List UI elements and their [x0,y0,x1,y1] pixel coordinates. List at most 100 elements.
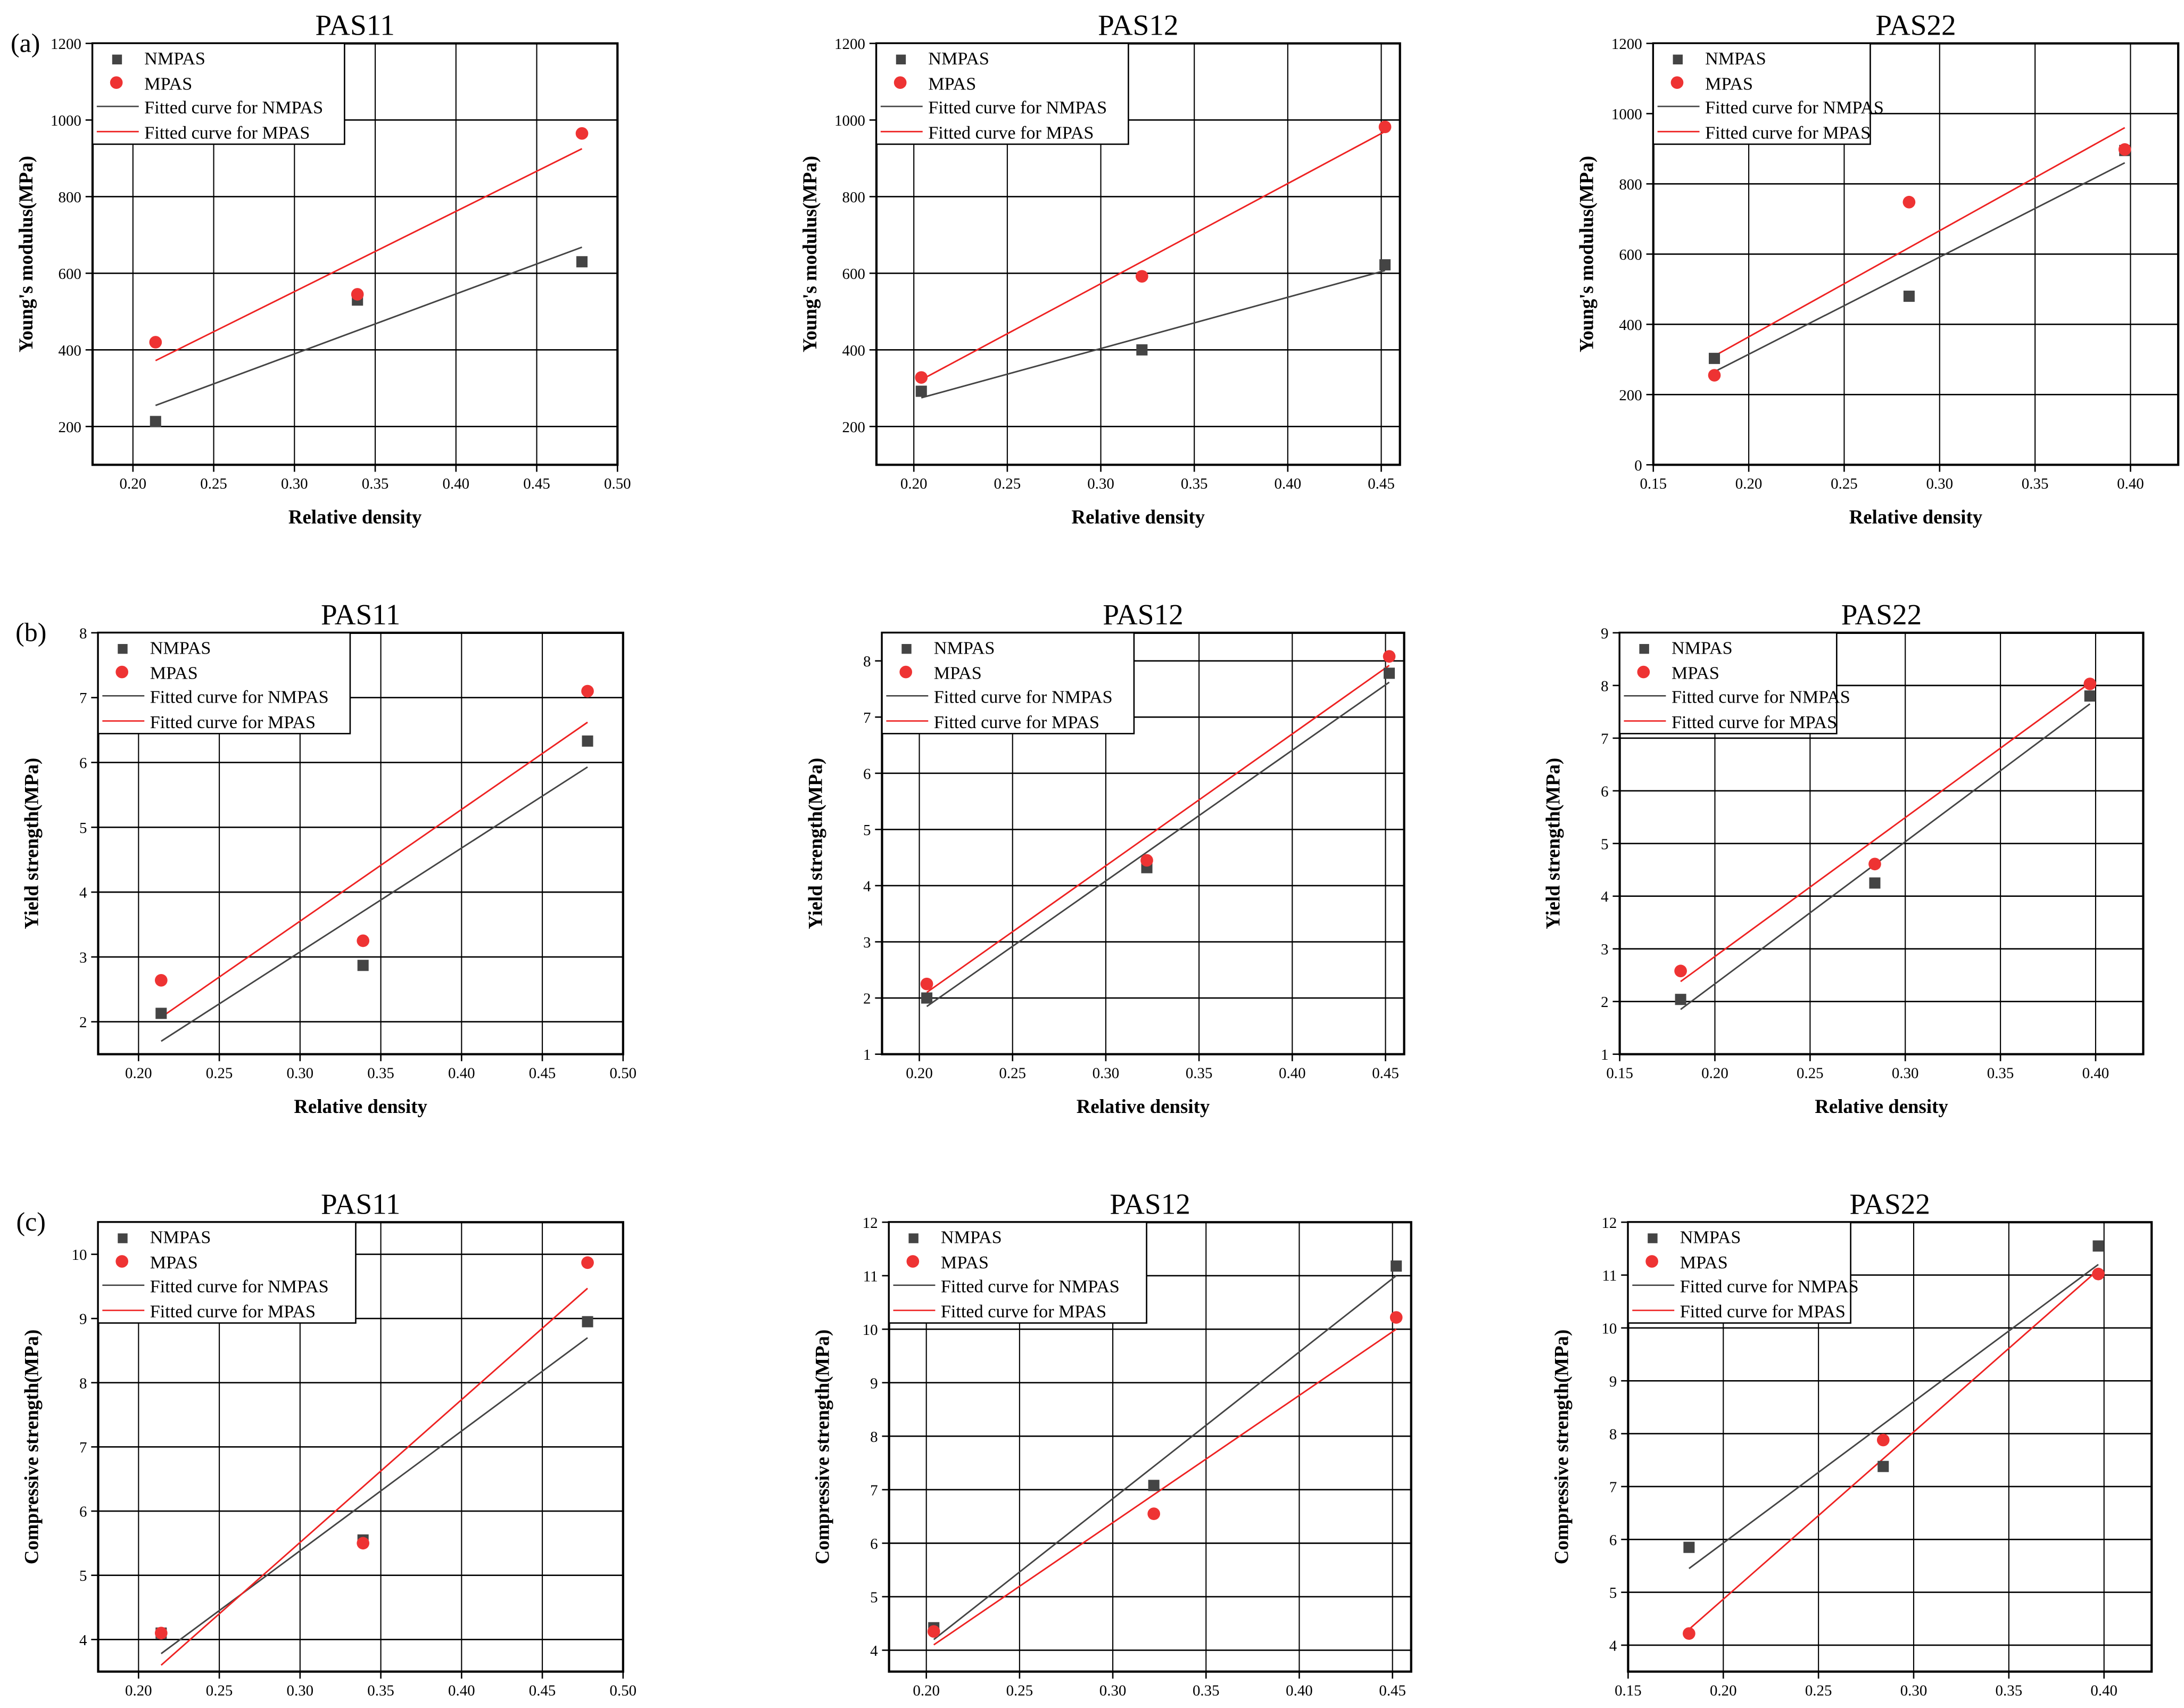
legend: NMPAS MPAS Fitted curve for NMPAS Fitted cu… [1627,1221,1859,1324]
x-tick-label: 0.35 [1987,1065,2014,1082]
y-tick-label: 7 [79,690,87,707]
x-tick-label: 0.35 [1186,1065,1213,1082]
mpas-point [1135,270,1148,283]
legend-box [1627,1221,1851,1324]
legend: NMPAS MPAS Fitted curve for NMPAS Fitted cu… [97,1221,357,1324]
fit-line-nmpas [1689,1264,2099,1570]
y-tick-label: 8 [1609,1426,1617,1443]
legend-label: NMPAS [941,1228,1002,1248]
y-tick-label: 1200 [1611,36,1642,53]
nmpas-point [1683,1541,1695,1553]
y-tick-label: 600 [59,266,81,283]
legend-label: NMPAS [144,49,205,69]
legend-label: Fitted curve for MPAS [1705,123,1871,143]
plot-frame [1627,1221,2153,1673]
y-tick-label: 8 [79,625,87,642]
nmpas-point [1136,344,1148,356]
legend-label: Fitted curve for NMPAS [928,98,1107,118]
y-tick-label: 2 [1601,994,1608,1011]
y-tick-label: 600 [1619,246,1642,263]
legend-label: NMPAS [1705,49,1766,69]
nmpas-point [582,735,593,747]
legend-label: Fitted curve for MPAS [1672,713,1837,732]
legend-label: Fitted curve for MPAS [928,123,1094,143]
legend-label: MPAS [941,1253,989,1273]
legend-label: Fitted curve for NMPAS [1680,1277,1859,1297]
x-tick-label: 0.20 [125,1065,152,1082]
nmpas-point [915,385,927,397]
plot-frame [97,1221,624,1673]
fit-line-mpas [1688,1269,2099,1630]
legend-label: Fitted curve for NMPAS [150,687,329,707]
y-tick-label: 8 [1601,678,1608,695]
x-tick-label: 0.35 [1996,1682,2023,1699]
x-tick-label: 0.35 [2022,475,2049,492]
y-tick-label: 400 [59,342,81,359]
mpas-point [1378,120,1392,134]
y-tick-label: 1000 [834,112,865,129]
y-tick-label: 200 [842,419,865,436]
mpas-point [149,336,162,349]
x-tick-label: 0.25 [1805,1682,1832,1699]
y-tick-label: 6 [863,765,871,782]
legend-label: Fitted curve for NMPAS [934,687,1113,707]
panel-label: (c) [16,1207,45,1236]
x-tick-label: 0.35 [1181,475,1208,492]
legend-square-icon [1648,1233,1658,1243]
x-tick-label: 0.40 [448,1682,475,1699]
mpas-point [1868,857,1881,871]
nmpas-point [1379,259,1391,271]
fit-line-nmpas [155,246,583,407]
x-tick-label: 0.20 [120,475,147,492]
legend-label: MPAS [1680,1253,1728,1273]
x-tick-label: 0.40 [443,475,470,492]
y-axis-label: Yield strength(MPa) [804,758,826,929]
fit-line-mpas [921,130,1386,381]
y-tick-label: 1 [1601,1046,1608,1063]
nmpas-point [1675,994,1686,1005]
x-tick-label: 0.25 [206,1065,233,1082]
y-tick-label: 4 [870,1643,878,1660]
x-tick-label: 0.40 [1275,475,1302,492]
y-tick-label: 5 [79,820,87,837]
subplot-title: PAS12 [1103,598,1183,631]
mpas-point [915,371,928,384]
subplot-7: 0.20 0.25 0.30 0.35 0.40 0.45 4 5 6 7 8 9 10 11 12 NMPA… [811,1187,1412,1699]
y-tick-label: 11 [1602,1267,1617,1284]
legend-label: MPAS [144,74,192,94]
y-tick-label: 800 [842,189,865,206]
x-tick-label: 0.30 [1099,1682,1127,1699]
y-tick-label: 10 [1601,1320,1617,1337]
y-axis-label: Yield strength(MPa) [1542,758,1564,929]
y-tick-label: 6 [870,1536,878,1553]
mpas-point [1902,195,1916,209]
legend-label: MPAS [928,74,976,94]
legend-circle-icon [1637,665,1650,679]
x-tick-label: 0.40 [2090,1682,2117,1699]
y-tick-label: 3 [863,934,871,951]
x-tick-label: 0.15 [1640,475,1667,492]
mpas-point [575,127,589,140]
subplot-4: 0.20 0.25 0.30 0.35 0.40 0.45 1 2 3 4 5 6 7 8 NMPAS MPA… [804,598,1405,1117]
plot-frame [888,1221,1412,1673]
y-tick-label: 9 [1601,625,1608,642]
subplot-8: 0.15 0.20 0.25 0.30 0.35 0.40 4 5 6 7 8 9 10 11 12 NMPA… [1550,1187,2153,1699]
x-tick-label: 0.25 [999,1065,1026,1082]
legend-circle-icon [906,1255,920,1268]
x-tick-label: 0.20 [1701,1065,1728,1082]
y-tick-label: 600 [842,266,865,283]
x-axis-label: Relative density [1815,1095,1948,1117]
y-tick-label: 3 [1601,941,1608,958]
legend-square-icon [1673,54,1683,64]
subplot-title: PAS12 [1098,9,1178,42]
y-tick-label: 7 [1609,1479,1617,1496]
mpas-point [1140,854,1153,867]
mpas-point [1674,964,1687,978]
nmpas-point [1384,667,1395,679]
nmpas-point [1877,1461,1889,1472]
x-tick-label: 0.35 [367,1682,394,1699]
x-tick-label: 0.25 [206,1682,233,1699]
y-tick-label: 4 [79,885,87,902]
x-tick-label: 0.30 [1093,1065,1120,1082]
y-tick-label: 5 [79,1567,87,1585]
